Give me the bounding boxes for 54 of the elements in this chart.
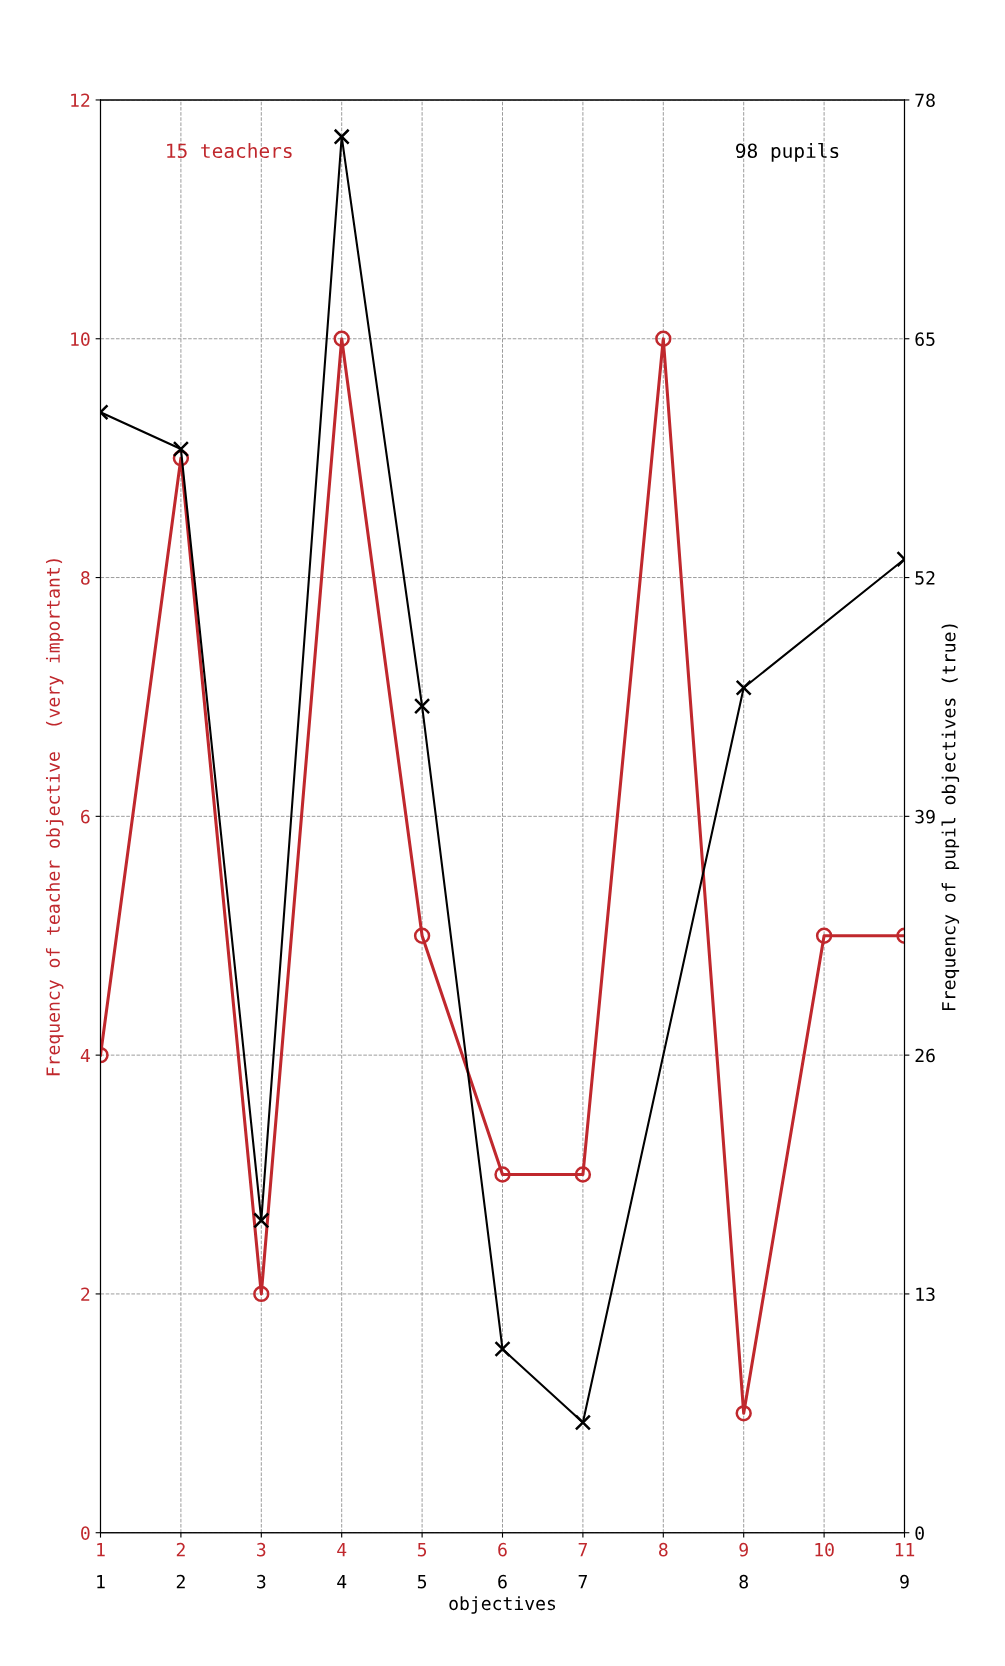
- x-tick-label: 8: [659, 1542, 668, 1557]
- text: 5: [417, 1575, 427, 1589]
- point: [735, 679, 752, 696]
- y2-axis-title: Frequency of pupil objectives (true): [941, 624, 960, 1010]
- text: 4: [337, 1575, 347, 1589]
- y-tick-label: 8: [81, 571, 90, 585]
- point: [735, 1405, 752, 1422]
- y-tick-label: 10: [71, 332, 90, 346]
- point: [333, 128, 350, 145]
- text: 6: [498, 1574, 507, 1589]
- y-tick-label: 2: [81, 1287, 90, 1301]
- x-axis-title: objectives: [449, 1596, 556, 1614]
- point: [253, 1285, 270, 1303]
- point: [494, 1340, 511, 1358]
- y2-tick-label: 13: [916, 1287, 935, 1302]
- y-tick-label: 0: [81, 1526, 90, 1540]
- x-tick-label: 4: [337, 1543, 347, 1557]
- point: [574, 1166, 592, 1183]
- y2-tick-label: 78: [915, 93, 935, 108]
- x-tick-label: 7: [578, 1543, 587, 1557]
- point: [494, 1166, 511, 1183]
- x-tick-label: 1: [97, 1543, 105, 1557]
- x-tick-label: 3: [257, 1542, 266, 1557]
- x-tick-label: 5: [417, 1543, 427, 1557]
- y2-tick-label: 65: [915, 332, 935, 346]
- point: [815, 927, 833, 944]
- point: [253, 1212, 270, 1229]
- x-tick-label: 10: [815, 1542, 834, 1557]
- annotation: 15 teachers: [167, 143, 292, 159]
- text: 9: [900, 1574, 909, 1589]
- point: [413, 697, 431, 715]
- point: [655, 330, 672, 347]
- y2-tick-label: 0: [915, 1526, 924, 1540]
- point: [413, 927, 431, 944]
- point: [333, 330, 350, 347]
- y2-tick-label: 26: [915, 1048, 935, 1063]
- point: [172, 440, 190, 458]
- y-tick-label: 6: [81, 809, 90, 824]
- y2-tick-label: 52: [915, 571, 935, 585]
- x-tick-label: 9: [739, 1542, 748, 1557]
- y2-tick-label: 39: [915, 809, 935, 824]
- text: 8: [739, 1574, 748, 1589]
- text: 7: [578, 1575, 587, 1589]
- x-tick-label: 6: [498, 1542, 507, 1557]
- text: 3: [257, 1574, 266, 1589]
- x-tick-label: 2: [176, 1542, 185, 1557]
- text: 2: [176, 1574, 185, 1589]
- y-axis-title: Frequency of teacher objective (very important): [45, 559, 64, 1076]
- x-tick-label: 11: [895, 1543, 915, 1557]
- text: 1: [97, 1575, 105, 1589]
- annotation: 98 pupils: [736, 142, 839, 162]
- point: [574, 1414, 592, 1431]
- y-tick-label: 4: [80, 1048, 90, 1063]
- y-tick-label: 12: [71, 93, 90, 107]
